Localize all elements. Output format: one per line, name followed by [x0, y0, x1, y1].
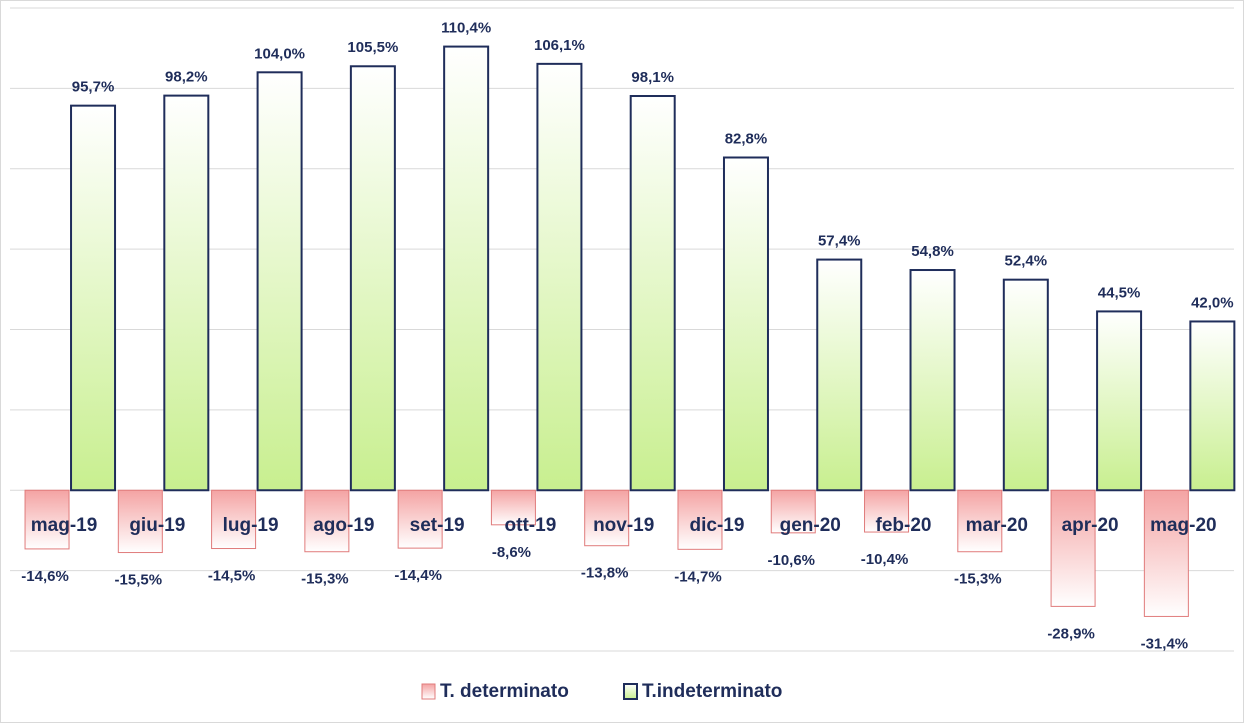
bar [909, 269, 956, 492]
legend-swatch [623, 683, 638, 700]
data-label: 57,4% [818, 233, 861, 250]
x-tick-label: lug-19 [223, 515, 279, 536]
x-tick-label: mag-20 [1150, 515, 1217, 536]
bar [163, 94, 210, 492]
x-tick-label: dic-19 [690, 515, 745, 536]
data-label: 54,8% [911, 243, 954, 260]
bar [117, 489, 163, 554]
data-label: 52,4% [1005, 253, 1048, 270]
data-label: -10,4% [861, 551, 909, 568]
bar [1050, 489, 1096, 607]
data-label: -13,8% [581, 565, 629, 582]
x-tick-label: mar-20 [966, 515, 1028, 536]
bar [1002, 278, 1049, 492]
bar [211, 489, 257, 550]
data-label: -14,6% [21, 568, 69, 585]
data-label: -15,5% [115, 572, 163, 589]
data-label: -14,4% [394, 567, 442, 584]
bar [1096, 310, 1143, 492]
x-tick-label: ott-19 [505, 515, 557, 536]
data-label: -14,7% [674, 568, 722, 585]
legend-swatch [421, 683, 436, 700]
data-label: 106,1% [534, 37, 585, 54]
x-tick-label: nov-19 [593, 515, 654, 536]
bar [629, 95, 676, 492]
bar [1143, 489, 1189, 617]
x-tick-label: apr-20 [1062, 515, 1119, 536]
data-label: -31,4% [1141, 635, 1189, 652]
data-label: -14,5% [208, 567, 256, 584]
x-tick-label: giu-19 [129, 515, 185, 536]
x-tick-label: gen-20 [780, 515, 841, 536]
data-label: -15,3% [954, 571, 1002, 588]
bar [24, 489, 70, 550]
data-label: 105,5% [347, 39, 398, 56]
data-label: -15,3% [301, 571, 349, 588]
bar [816, 258, 863, 492]
x-tick-label: feb-20 [876, 515, 932, 536]
data-label: 104,0% [254, 45, 305, 62]
bar [957, 489, 1003, 553]
bar [349, 65, 396, 492]
data-label: 44,5% [1098, 284, 1141, 301]
legend-label: T.indeterminato [642, 681, 782, 702]
bar [70, 104, 117, 492]
bar [304, 489, 350, 553]
bar [722, 156, 769, 492]
legend-label: T. determinato [440, 681, 569, 702]
bar [397, 489, 443, 549]
bar [584, 489, 630, 547]
data-label: 95,7% [72, 79, 115, 96]
data-label: 110,4% [441, 20, 491, 37]
bar [864, 489, 910, 533]
data-label: 98,2% [165, 69, 208, 86]
bar [256, 71, 303, 492]
bar [536, 62, 583, 492]
bar [490, 489, 536, 526]
data-label: -28,9% [1047, 625, 1095, 642]
bar [443, 45, 490, 492]
bar [1189, 320, 1236, 492]
data-label: -8,6% [492, 544, 531, 561]
x-tick-label: set-19 [410, 515, 465, 536]
data-label: -10,6% [767, 552, 815, 569]
data-label: 82,8% [725, 130, 768, 147]
bar [770, 489, 816, 534]
bar [677, 489, 723, 550]
data-label: 42,0% [1191, 294, 1234, 311]
x-tick-label: ago-19 [313, 515, 374, 536]
data-label: 98,1% [631, 69, 674, 86]
x-tick-label: mag-19 [31, 515, 98, 536]
